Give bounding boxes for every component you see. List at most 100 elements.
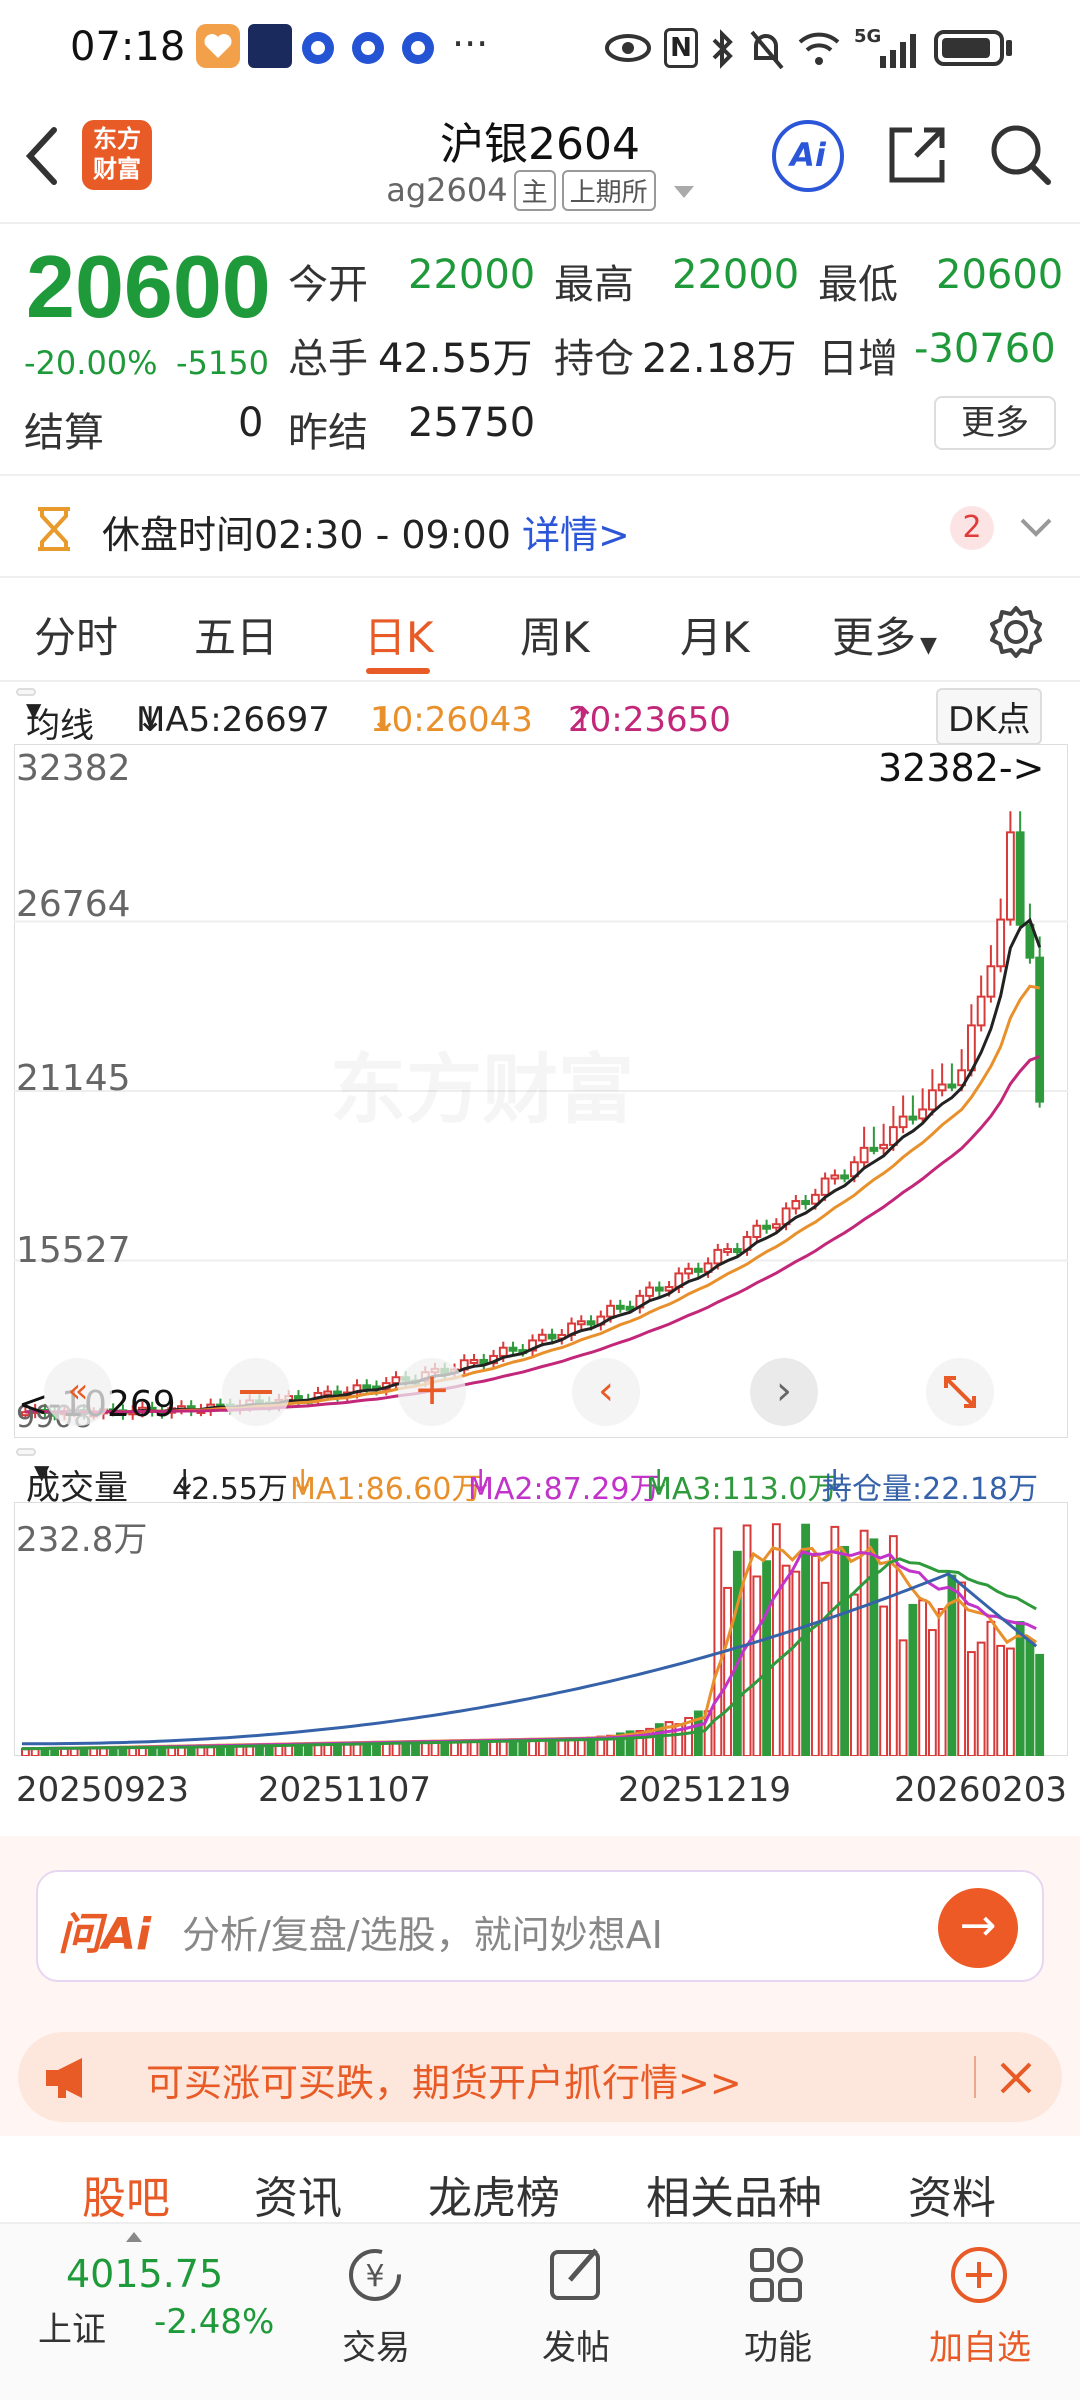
- close-icon[interactable]: [996, 2058, 1036, 2098]
- section-tab-news[interactable]: 资讯: [254, 2173, 342, 2224]
- add-watchlist-label[interactable]: 加自选: [929, 2328, 1031, 2368]
- volume-bar: [1025, 1639, 1035, 1756]
- function-button-label[interactable]: 功能: [744, 2328, 812, 2368]
- candle-body: [362, 1384, 372, 1390]
- candle-body: [625, 1305, 635, 1311]
- notice-details-link[interactable]: 详情>: [522, 513, 630, 557]
- scroll-left-far-icon[interactable]: «: [44, 1358, 112, 1426]
- date-label-3: 20251219: [618, 1770, 792, 1810]
- candle-body: [830, 1174, 840, 1180]
- candle-body: [1035, 956, 1045, 1103]
- function-grid-icon[interactable]: [742, 2240, 812, 2310]
- candle-body: [693, 1267, 703, 1273]
- tab-daily-k[interactable]: 日K: [364, 613, 434, 662]
- volume-bar: [849, 1593, 859, 1756]
- dk-point-button[interactable]: DK点: [936, 688, 1043, 745]
- high-label: 最高: [554, 262, 634, 308]
- contract-info[interactable]: ag2604 主上期所: [340, 170, 740, 211]
- post-edit-icon[interactable]: [542, 2240, 612, 2310]
- candle-body: [976, 995, 986, 1027]
- tab-more[interactable]: 更多 ▼: [832, 604, 937, 665]
- section-tab-related[interactable]: 相关品种: [646, 2173, 822, 2224]
- volume-down-arrow-icon: ↓: [172, 1464, 198, 1499]
- ma10-down-arrow-icon: ↓: [370, 700, 399, 740]
- volume-chart[interactable]: [14, 1502, 1068, 1756]
- ai-submit-arrow-icon[interactable]: →: [938, 1888, 1018, 1968]
- tab-more-arrow-icon: ▼: [920, 633, 937, 658]
- more-quote-button[interactable]: 更多: [934, 396, 1056, 450]
- open-label: 今开: [288, 262, 368, 308]
- volume-selector[interactable]: 成交量 ▼: [16, 1448, 128, 1508]
- fullscreen-icon[interactable]: [926, 1358, 994, 1426]
- candle-body: [576, 1320, 586, 1326]
- contract-code: ag2604: [386, 171, 508, 209]
- y-tick-1: 32382: [16, 748, 131, 789]
- ma20-up-arrow-icon: ↑: [568, 700, 597, 740]
- open-interest-label: 持仓: [554, 336, 634, 382]
- ai-icon[interactable]: Ai: [772, 120, 844, 192]
- post-button-label[interactable]: 发帖: [542, 2328, 610, 2368]
- chevron-down-icon[interactable]: [1018, 514, 1054, 542]
- volume-bar: [762, 1560, 772, 1756]
- section-tab-profile[interactable]: 资料: [908, 2173, 996, 2224]
- scroll-left-icon[interactable]: ‹: [572, 1358, 640, 1426]
- search-icon[interactable]: [988, 122, 1054, 188]
- ai-search-box[interactable]: 问Ai 分析/复盘/选股，就问妙想AI →: [36, 1870, 1044, 1982]
- app-notification-icon-4: [352, 32, 384, 64]
- hourglass-icon: [38, 507, 70, 551]
- section-tabs: 股吧 资讯 龙虎榜 相关品种 资料: [0, 2140, 1080, 2230]
- index-expand-icon[interactable]: [126, 2232, 142, 2242]
- candle-body: [820, 1177, 830, 1196]
- volume-bar: [752, 1575, 762, 1756]
- candle-body: [508, 1346, 518, 1352]
- candle-body: [752, 1224, 762, 1238]
- tab-intraday[interactable]: 分时: [34, 613, 119, 662]
- candle-body: [791, 1200, 801, 1210]
- date-label-2: 20251107: [258, 1770, 432, 1810]
- candle-body: [810, 1193, 820, 1205]
- volume-max-label: 232.8万: [16, 1520, 148, 1560]
- trading-hours-notice: 休盘时间02:30 - 09:00 详情> 2: [0, 474, 1080, 578]
- tab-weekly-k[interactable]: 周K: [520, 613, 590, 662]
- add-watchlist-icon[interactable]: [944, 2240, 1014, 2310]
- volume-bar: [859, 1529, 869, 1756]
- back-icon[interactable]: [22, 126, 62, 186]
- tab-monthly-k[interactable]: 月K: [680, 613, 750, 662]
- candle-body: [859, 1146, 869, 1164]
- tab-five-day[interactable]: 五日: [194, 613, 279, 662]
- ma-selector-label: 均线: [26, 706, 94, 746]
- zoom-in-icon[interactable]: +: [398, 1358, 466, 1426]
- index-value[interactable]: 4015.75: [66, 2252, 224, 2296]
- candle-body: [1015, 831, 1025, 926]
- notice-count-badge: 2: [950, 506, 994, 550]
- date-label-1: 20250923: [16, 1770, 190, 1810]
- share-icon[interactable]: [886, 124, 948, 186]
- promo-banner[interactable]: 可买涨可买跌，期货开户抓行情>>: [18, 2032, 1062, 2122]
- candle-body: [869, 1146, 879, 1152]
- volume-bar: [908, 1603, 918, 1756]
- exchange-tag: 上期所: [561, 170, 656, 211]
- volume-value: 42.55万: [378, 336, 533, 382]
- trade-icon[interactable]: ¥: [340, 2240, 410, 2310]
- zoom-out-icon[interactable]: [222, 1358, 290, 1426]
- index-name: 上证: [38, 2310, 106, 2350]
- index-change: -2.48%: [154, 2302, 275, 2342]
- scroll-right-icon[interactable]: ›: [750, 1358, 818, 1426]
- section-tab-forum[interactable]: 股吧: [82, 2173, 170, 2224]
- app-logo[interactable]: 东方财富: [82, 120, 152, 190]
- volume-bar: [645, 1727, 654, 1756]
- active-tab-indicator: [366, 668, 430, 674]
- watermark: 东方财富: [330, 1028, 634, 1138]
- app-notification-icon: [196, 24, 240, 68]
- eye-icon: [605, 34, 651, 62]
- notice-text: 休盘时间02:30 - 09:00: [102, 513, 511, 557]
- ai-logo: 问Ai: [58, 1909, 152, 1960]
- settings-gear-icon[interactable]: [988, 604, 1044, 660]
- candle-body: [879, 1143, 889, 1150]
- ai-assistant-area: 问Ai 分析/复盘/选股，就问妙想AI → 可买涨可买跌，期货开户抓行情>>: [0, 1836, 1080, 2136]
- ma-selector[interactable]: 均线 ▼: [16, 688, 94, 746]
- section-tab-dragon-tiger[interactable]: 龙虎榜: [428, 2173, 560, 2224]
- trade-button-label[interactable]: 交易: [342, 2328, 410, 2368]
- open-interest-line: [22, 1572, 1038, 1746]
- ai-search-placeholder[interactable]: 分析/复盘/选股，就问妙想AI: [182, 1913, 663, 1957]
